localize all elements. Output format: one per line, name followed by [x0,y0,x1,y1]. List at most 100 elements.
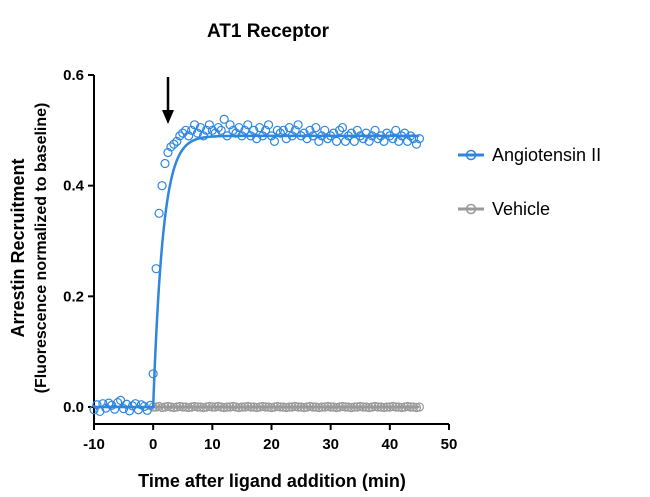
angiotensin-point [201,125,212,135]
angiotensin-fit-curve [94,134,420,409]
vehicle-point [246,402,256,412]
angiotensin-point [219,114,229,124]
vehicle-point [317,402,327,412]
angiotensin-point [160,158,170,169]
legend-label-angiotensin: Angiotensin II [492,145,601,165]
angiotensin-point [269,136,280,146]
vehicle-point [340,402,351,412]
angiotensin-point [249,125,259,135]
x-axis-label: Time after ligand addition (min) [138,471,406,491]
vehicle-point [284,402,294,412]
angiotensin-point [175,131,185,141]
angiotensin-point [320,125,330,135]
legend-label-vehicle: Vehicle [492,199,550,219]
angiotensin-point [349,136,359,146]
angiotensin-point [284,122,294,133]
angiotensin-point [411,139,422,149]
legend-item-vehicle: Vehicle [458,199,550,219]
angiotensin-point [169,139,179,149]
vehicle-point [405,402,416,412]
angiotensin-point [225,120,235,130]
vehicle-point [373,402,383,412]
legend: Angiotensin II Vehicle [458,145,601,219]
y-tick-label: 0.4 [63,178,85,195]
angiotensin-point [216,125,226,135]
angiotensin-point [207,125,217,135]
angiotensin-point [290,125,300,135]
angiotensin-point [314,136,324,146]
angiotensin-point [340,136,351,146]
x-tick-label: 40 [381,436,398,453]
vehicle-point [349,402,359,412]
angiotensin-point [364,136,374,146]
angiotensin-point [172,136,182,146]
angiotensin-point [293,120,303,130]
angiotensin-point [228,125,238,135]
angiotensin-point [337,122,348,133]
angiotensin-point [391,125,401,135]
y-tick-label: 0.0 [63,399,84,416]
x-tick-label: 10 [204,436,221,453]
angiotensin-point [272,125,283,135]
angiotensin-point [263,120,274,130]
angiotensin-point [311,122,321,133]
angiotensin-point [184,131,194,141]
x-tick-label: 30 [322,436,339,453]
angiotensin-point [157,181,167,191]
arrow-head [162,110,174,124]
series-vehicle [148,401,425,413]
y-tick-label: 0.6 [63,67,84,84]
angiotensin-point [181,125,191,135]
vehicle-point [293,402,303,412]
vehicle-point [178,402,188,412]
angiotensin-point [178,128,188,138]
angiotensin-point [334,125,345,135]
legend-marker-angiotensin [465,149,477,161]
angiotensin-point [402,136,413,146]
angiotensin-point [213,122,223,133]
x-tick-label: -10 [83,436,105,453]
angiotensin-point [154,208,164,218]
vehicle-point [391,402,401,412]
angiotensin-point [260,125,271,135]
angiotensin-point [305,125,315,135]
angiotensin-point [240,125,250,135]
y-axis-label-line2: (Fluorescence normalized to baseline) [33,103,50,394]
vehicle-point [414,402,425,412]
angiotensin-point [163,147,173,158]
vehicle-point [326,402,336,412]
vehicle-point [275,402,285,412]
angiotensin-point [331,136,342,146]
angiotensin-point [278,125,288,135]
ligand-addition-arrow [162,77,174,124]
y-axis-label: Arrestin Recruitment (Fluorescence norma… [8,103,50,394]
vehicle-point [260,402,271,412]
angiotensin-point [192,128,203,138]
vehicle-point [222,402,232,412]
vehicle-point [308,402,318,412]
angiotensin-point [379,136,389,146]
vehicle-point [358,402,368,412]
vehicle-point [192,402,203,412]
x-tick-label: 50 [441,436,458,453]
plot-area [89,114,425,417]
y-axis-label-line1: Arrestin Recruitment [8,158,28,337]
angiotensin-point [195,122,206,133]
angiotensin-point [166,142,176,152]
chart-title: AT1 Receptor [207,21,330,42]
y-tick-label: 0.2 [63,288,84,305]
angiotensin-point [255,122,265,133]
vehicle-point [382,402,392,412]
x-tick-label: 20 [263,436,280,453]
angiotensin-point [352,125,362,135]
axes: 0.0 0.2 0.4 0.6 -10 0 10 20 30 40 50 [63,67,457,453]
angiotensin-point [394,136,404,146]
series-angiotensin [89,114,425,417]
angiotensin-point [234,122,244,133]
vehicle-point [237,402,247,412]
angiotensin-point [243,120,253,130]
angiotensin-point [187,125,197,135]
angiotensin-point [370,125,380,135]
legend-item-angiotensin: Angiotensin II [458,145,601,165]
